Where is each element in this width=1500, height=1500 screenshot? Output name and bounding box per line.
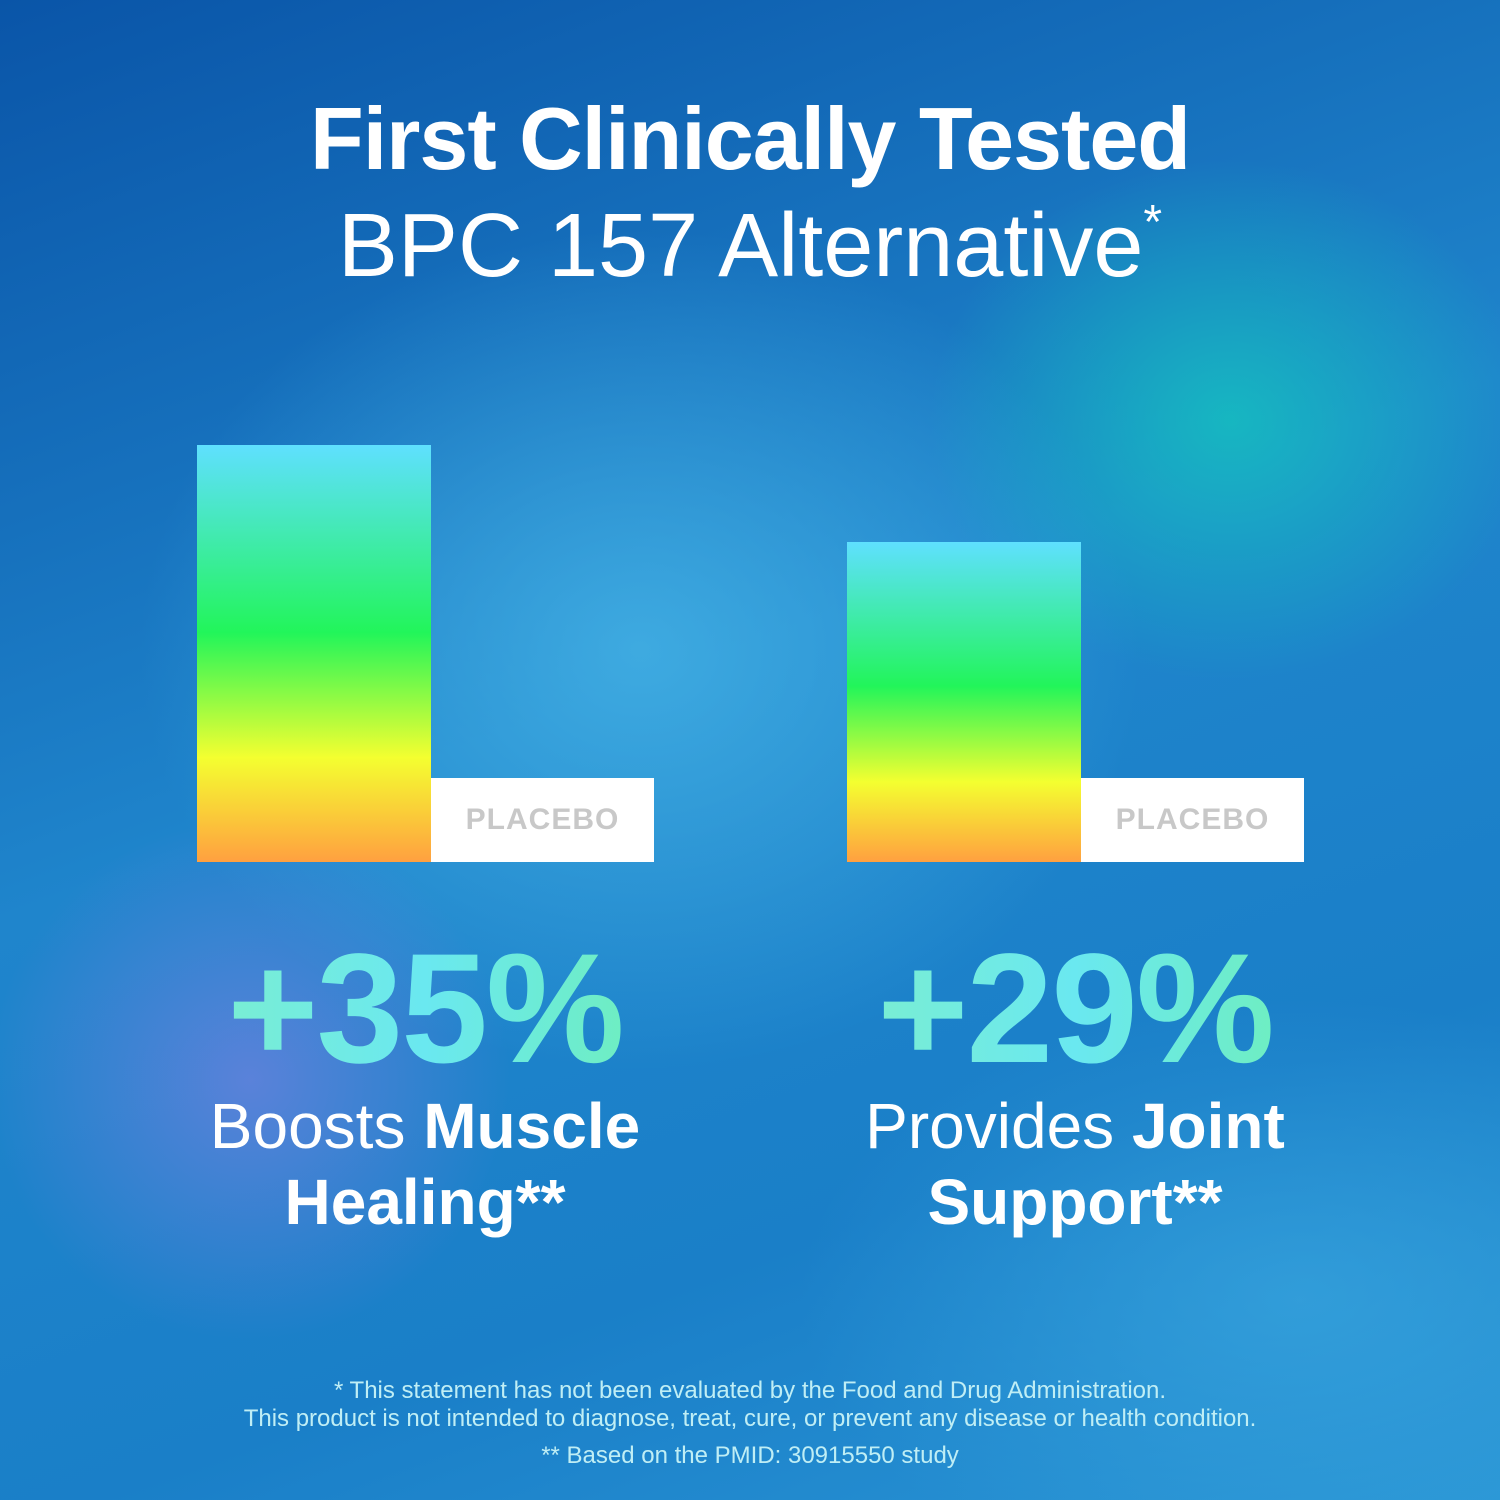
footnote: This product is not intended to diagnose… [243, 1405, 1257, 1432]
placebo-box: PLACEBO [431, 778, 654, 862]
subtitle-mark: * [1143, 196, 1163, 249]
placebo-box: PLACEBO [1081, 778, 1304, 862]
description: Boosts Muscle Healing** [165, 1088, 685, 1240]
product-bar [847, 542, 1081, 862]
footnote: * This statement has not been evaluated … [333, 1377, 1167, 1404]
stat: +35% [145, 920, 705, 1099]
description-regular: Boosts [209, 1090, 406, 1162]
footnote: ** Based on the PMID: 30915550 study [541, 1442, 959, 1469]
description: Provides Joint Support** [815, 1088, 1335, 1240]
description-bold: Joint Support** [927, 1090, 1285, 1238]
product-bar [197, 445, 431, 862]
placebo-label: PLACEBO [465, 803, 620, 836]
title: First Clinically Tested [309, 89, 1191, 188]
placebo-label: PLACEBO [1115, 803, 1270, 836]
description-regular: Provides [865, 1090, 1115, 1162]
stat: +29% [795, 920, 1355, 1099]
subtitle-text: BPC 157 Alternative [337, 196, 1144, 296]
description-bold: Muscle Healing** [284, 1090, 641, 1238]
subtitle: BPC 157 Alternative* [0, 195, 1500, 298]
